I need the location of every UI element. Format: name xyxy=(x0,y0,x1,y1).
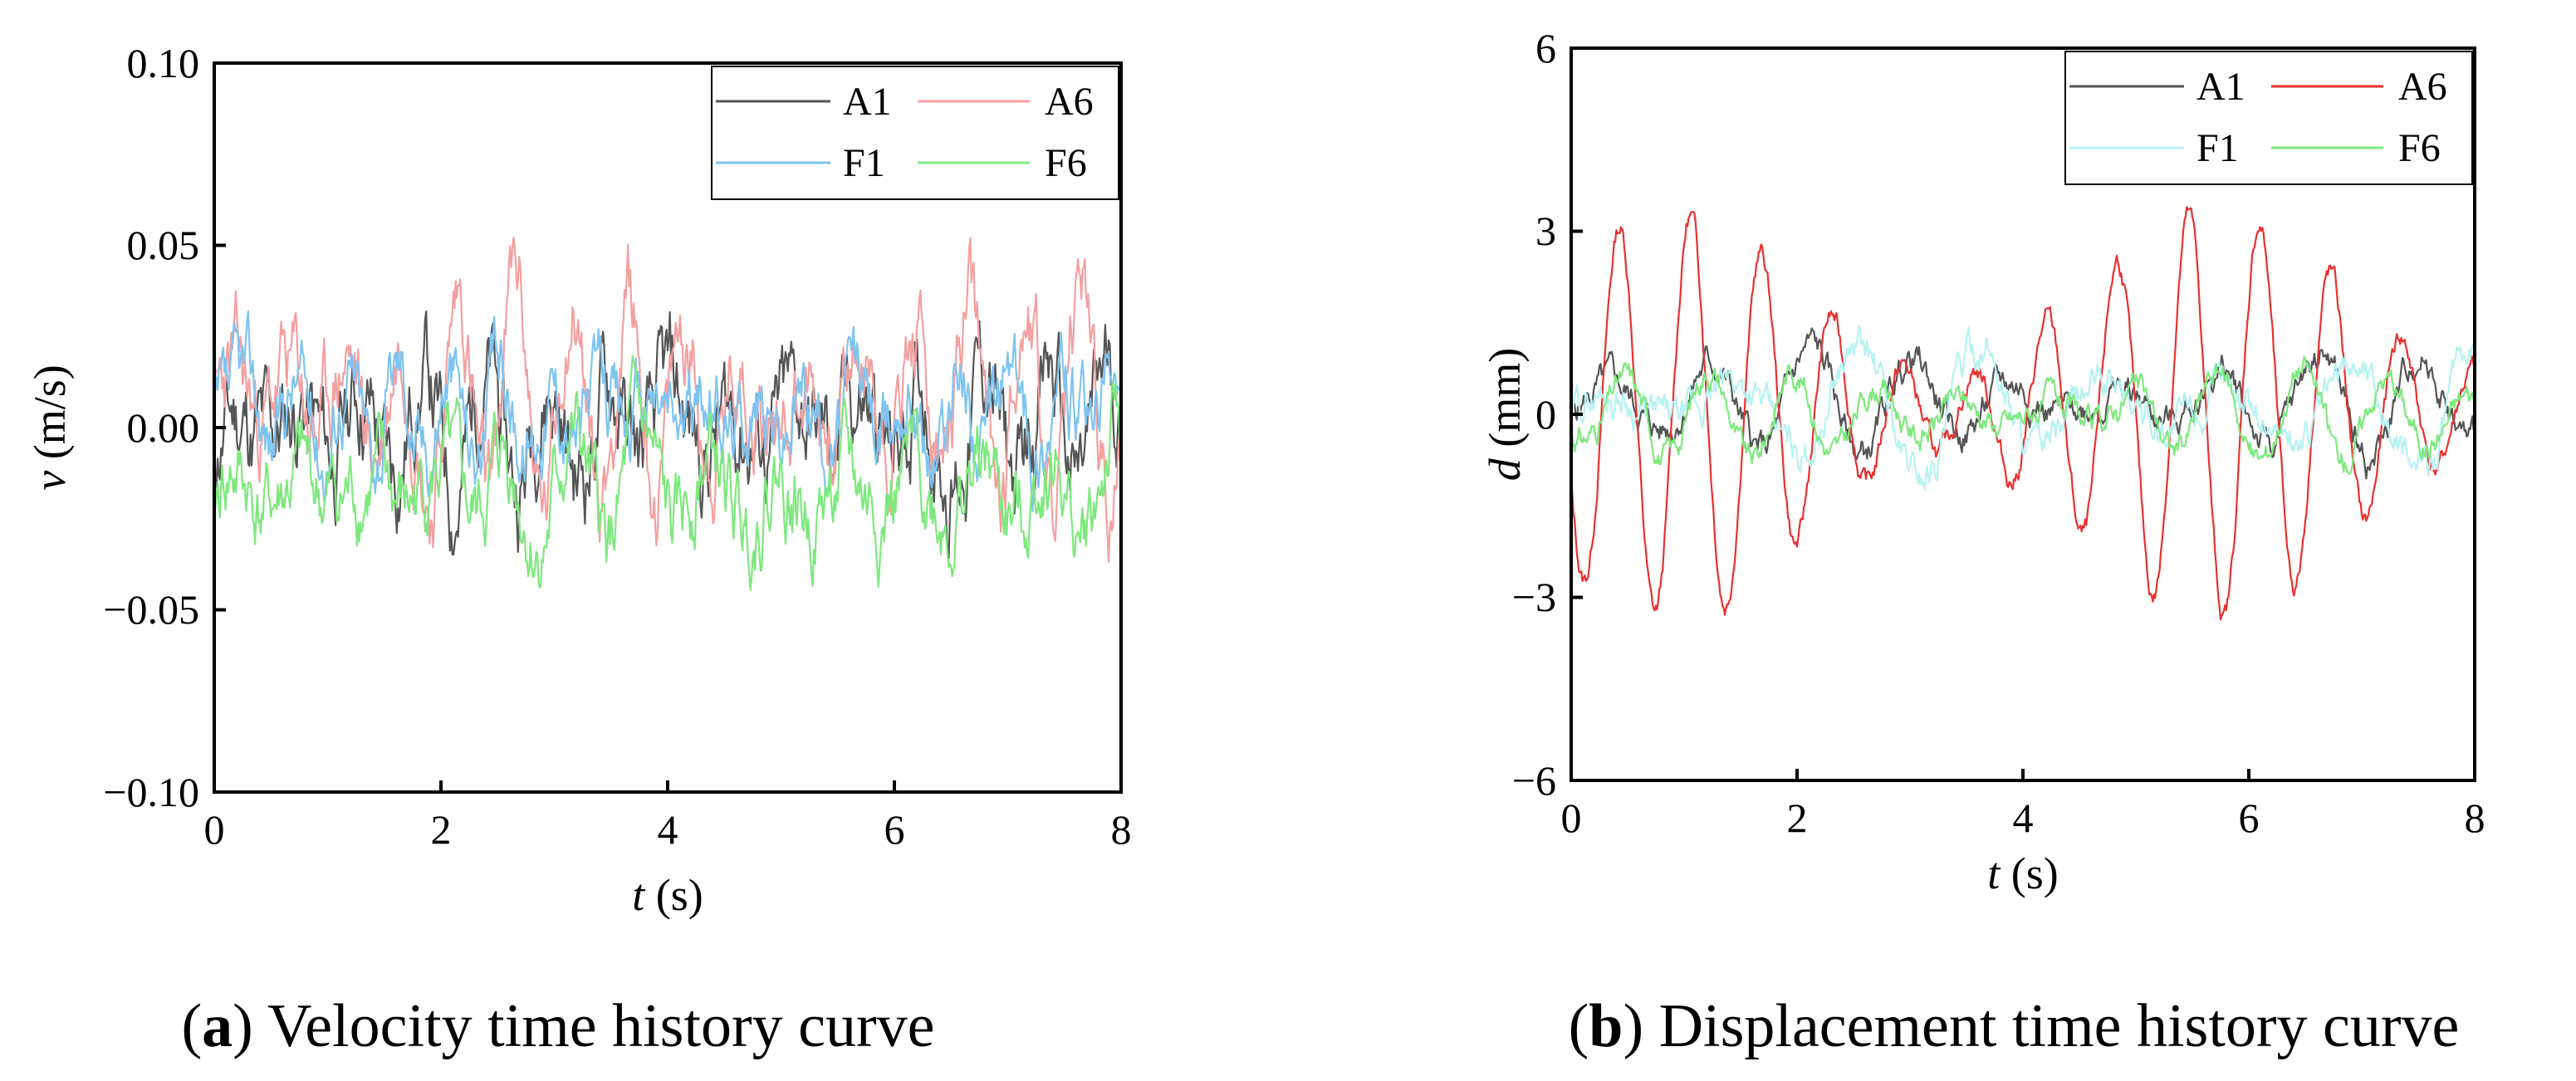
chart-a-xtick-label: 4 xyxy=(658,806,678,853)
chart-a-ytick-label: 0.05 xyxy=(127,222,200,268)
chart-b-xtick-label: 6 xyxy=(2239,795,2260,841)
chart-a-ytick-label: −0.10 xyxy=(103,769,199,815)
chart-b-x-axis: 0 2 4 6 8 xyxy=(1561,769,2485,841)
chart-a-series-f1 xyxy=(213,311,1123,512)
chart-b-series-group xyxy=(1570,206,2476,621)
chart-a-xtick-label: 2 xyxy=(431,806,452,853)
chart-b-legend-label-f1: F1 xyxy=(2196,126,2239,170)
chart-b-series-a6 xyxy=(1570,206,2476,621)
chart-b-xtick-label: 4 xyxy=(2013,795,2034,841)
chart-b-xtick-label: 8 xyxy=(2465,795,2485,841)
chart-a-xtick-label: 8 xyxy=(1111,806,1132,853)
chart-b-ytick-label: −6 xyxy=(1512,757,1556,804)
chart-a-ytick-label: 0.00 xyxy=(127,404,200,451)
chart-a-series-group xyxy=(213,237,1123,591)
chart-a-ytick-label: 0.10 xyxy=(127,40,200,86)
chart-a-ytick-label: −0.05 xyxy=(103,586,199,633)
chart-b-legend-label-f6: F6 xyxy=(2398,126,2441,170)
chart-a-x-axis: 0 2 4 6 8 xyxy=(204,780,1132,853)
chart-a-xtick-label: 0 xyxy=(204,806,225,853)
chart-b-legend-box xyxy=(2064,51,2473,185)
chart-b-y-axis-label: d (mm) xyxy=(1480,348,1530,481)
chart-a: 0.10 0.05 0.00 −0.05 −0.10 0 2 4 6 8 t (… xyxy=(25,40,1132,1060)
chart-a-legend-box xyxy=(711,66,1119,200)
chart-b-xtick-label: 2 xyxy=(1787,795,1808,841)
chart-a-legend-label-a6: A6 xyxy=(1045,80,1094,124)
chart-b-series-f1 xyxy=(1570,325,2476,491)
chart-a-y-axis-label: v (m/s) xyxy=(25,364,75,490)
chart-a-legend: A1 A6 F1 F6 xyxy=(711,66,1119,200)
chart-b-ytick-label: 0 xyxy=(1535,391,1556,438)
chart-a-legend-label-f1: F1 xyxy=(843,141,885,185)
chart-b-ytick-label: −3 xyxy=(1512,574,1556,620)
chart-b-caption: (b) Displacement time history curve xyxy=(1569,992,2460,1060)
chart-b-y-axis: 6 3 0 −3 −6 xyxy=(1512,25,1583,804)
chart-a-caption: (a) Velocity time history curve xyxy=(182,992,935,1060)
chart-a-x-axis-label: t (s) xyxy=(632,870,703,920)
chart-b-legend-label-a1: A1 xyxy=(2196,65,2245,109)
chart-b-ytick-label: 3 xyxy=(1535,208,1556,254)
chart-b: 6 3 0 −3 −6 0 2 4 6 8 t (s) d (mm) A1 A6 xyxy=(1480,25,2485,1060)
chart-b-ytick-label: 6 xyxy=(1535,25,1556,71)
chart-b-legend: A1 A6 F1 F6 xyxy=(2064,51,2473,185)
chart-a-legend-label-f6: F6 xyxy=(1045,141,1087,185)
chart-b-xtick-label: 0 xyxy=(1561,795,1582,841)
chart-a-series-f6 xyxy=(213,355,1123,591)
chart-a-legend-label-a1: A1 xyxy=(843,80,892,124)
chart-a-xtick-label: 6 xyxy=(884,806,905,853)
chart-a-y-axis: 0.10 0.05 0.00 −0.05 −0.10 xyxy=(103,40,226,815)
chart-b-series-f6 xyxy=(1570,355,2476,476)
chart-b-x-axis-label: t (s) xyxy=(1987,849,2059,898)
chart-b-legend-label-a6: A6 xyxy=(2398,65,2447,109)
